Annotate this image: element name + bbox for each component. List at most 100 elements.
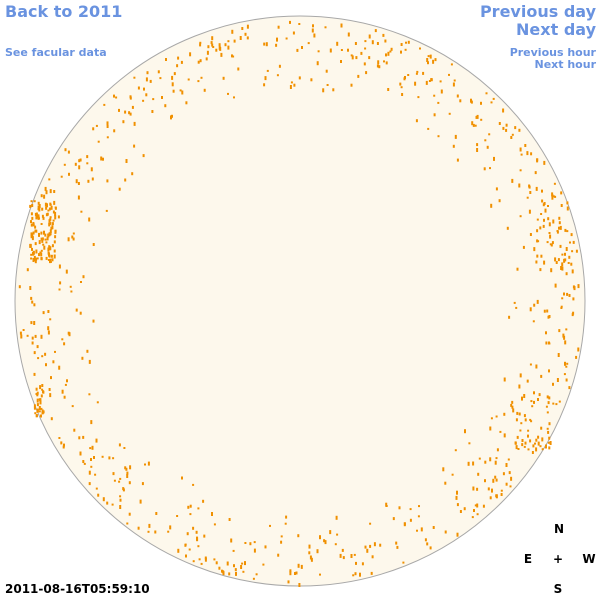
facula (546, 395, 549, 399)
next-hour-link[interactable]: Next hour (534, 58, 597, 71)
facula (79, 451, 82, 456)
facula (41, 207, 44, 211)
facula (566, 230, 569, 233)
facula (231, 29, 234, 34)
facula (40, 249, 43, 252)
facula (324, 540, 327, 545)
back-link[interactable]: Back to 2011 (5, 2, 123, 21)
facula (387, 88, 390, 91)
facula (340, 60, 342, 63)
facula (464, 429, 466, 434)
facula (496, 448, 499, 452)
facular-link[interactable]: See facular data (5, 46, 107, 59)
facula (30, 220, 32, 224)
facula (63, 163, 66, 166)
facula (523, 445, 526, 448)
facula (503, 412, 506, 416)
facula (429, 54, 432, 59)
facula (142, 99, 145, 102)
facula (336, 41, 339, 46)
facula (424, 538, 427, 542)
facula (41, 409, 44, 414)
facula (34, 225, 37, 229)
next-day-link[interactable]: Next day (516, 20, 596, 39)
facula (41, 384, 44, 387)
facula (113, 94, 115, 98)
facula (32, 253, 35, 256)
facula (505, 123, 508, 127)
facula (510, 136, 513, 139)
facula (82, 435, 85, 439)
facula (547, 315, 550, 319)
facula (494, 460, 497, 465)
facula (128, 512, 131, 516)
facula (540, 213, 543, 215)
facula (437, 135, 440, 138)
facula (242, 570, 245, 573)
facula (537, 398, 539, 401)
facula (480, 101, 482, 105)
facula (548, 422, 551, 426)
facula (493, 156, 495, 161)
facula (244, 32, 247, 36)
facula (430, 78, 433, 82)
facula (87, 179, 90, 183)
facula (67, 150, 70, 154)
facula (529, 439, 532, 443)
facula (36, 408, 39, 413)
facula (285, 515, 288, 519)
facula (227, 92, 229, 95)
facula (401, 93, 404, 96)
facula (49, 233, 52, 236)
facula (529, 418, 532, 421)
facula (188, 548, 191, 551)
facula (69, 285, 72, 288)
facula (47, 326, 50, 331)
facula (433, 113, 436, 117)
facula (297, 563, 300, 568)
facula (177, 548, 180, 553)
facula (387, 51, 390, 56)
facula (252, 577, 255, 580)
facula (106, 121, 109, 126)
facula (566, 362, 569, 365)
facula (41, 355, 44, 358)
facula (535, 364, 538, 369)
facula (211, 43, 214, 47)
previous-hour-link[interactable]: Previous hour (509, 46, 596, 59)
facula (549, 234, 552, 239)
facula (558, 226, 560, 230)
facula (155, 512, 158, 515)
facula (264, 545, 267, 549)
facula (48, 245, 51, 249)
facula (88, 393, 91, 396)
facula (284, 522, 287, 525)
facula (266, 69, 269, 72)
facula (145, 77, 148, 82)
facula (119, 477, 122, 480)
facula (265, 42, 268, 47)
facula (352, 574, 355, 577)
facula (488, 133, 491, 136)
facula (491, 488, 493, 493)
facula (474, 504, 477, 507)
facula (547, 205, 549, 207)
facula (511, 400, 514, 404)
facula (473, 509, 475, 512)
facula (527, 434, 529, 438)
facula (253, 541, 256, 544)
facula (47, 209, 50, 212)
facula (546, 241, 549, 244)
facula (560, 191, 563, 195)
facula (371, 40, 374, 45)
previous-day-link[interactable]: Previous day (479, 2, 596, 21)
facula (571, 250, 574, 253)
facula (290, 81, 293, 84)
facula (128, 481, 131, 485)
facula (561, 297, 564, 300)
facula (80, 281, 82, 283)
facula (342, 556, 345, 560)
facula (277, 25, 280, 29)
facula (471, 121, 474, 126)
facula (126, 522, 129, 525)
